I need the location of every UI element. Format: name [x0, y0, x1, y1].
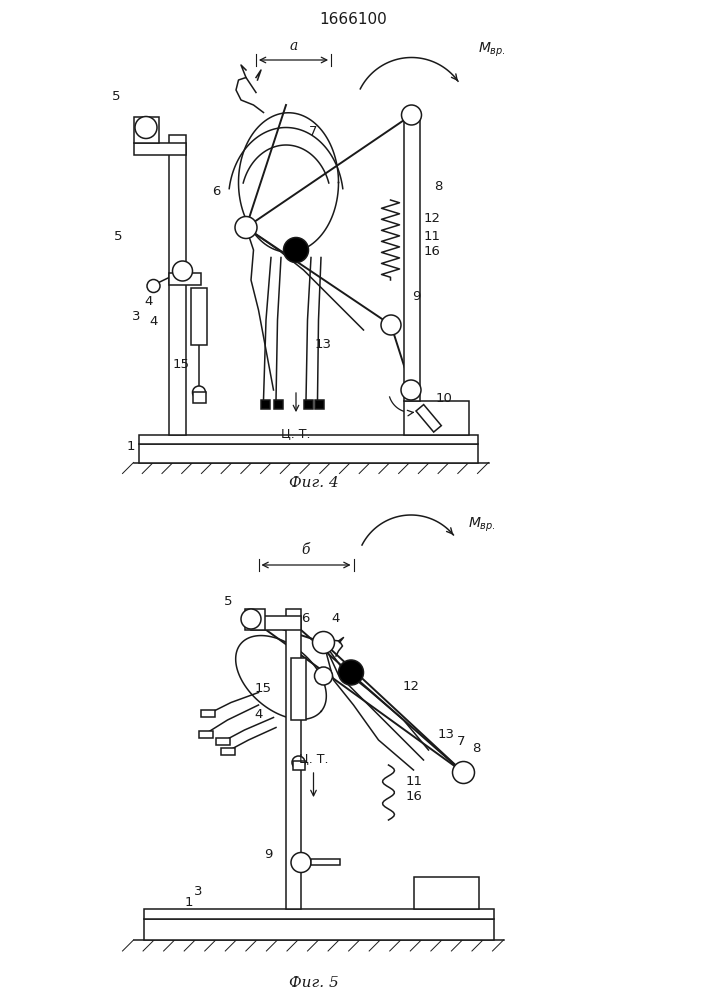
Text: Фиг. 4: Фиг. 4	[288, 476, 339, 490]
Circle shape	[401, 380, 421, 400]
Text: 4: 4	[149, 315, 158, 328]
Bar	[221, 748, 235, 755]
Circle shape	[381, 315, 401, 335]
Circle shape	[315, 667, 332, 685]
Bar	[139, 434, 479, 444]
Text: 4: 4	[255, 708, 263, 720]
Bar	[414, 876, 479, 909]
Bar	[261, 400, 270, 408]
Bar	[293, 761, 305, 770]
Circle shape	[291, 852, 311, 872]
Bar	[274, 400, 283, 408]
Text: 8: 8	[472, 742, 480, 756]
Text: 4: 4	[144, 295, 153, 308]
Text: 7: 7	[457, 735, 465, 748]
Text: 5: 5	[112, 90, 120, 103]
Text: $M_{вр.}$: $M_{вр.}$	[479, 41, 506, 59]
Bar	[245, 609, 264, 630]
Circle shape	[284, 237, 308, 262]
Bar	[416, 405, 441, 432]
Circle shape	[135, 116, 157, 138]
Circle shape	[235, 217, 257, 238]
Bar	[201, 710, 215, 717]
Text: 6: 6	[212, 185, 220, 198]
Text: 12: 12	[402, 680, 419, 693]
Bar	[144, 919, 493, 940]
Text: Ц. Т.: Ц. Т.	[299, 752, 328, 765]
Text: 11: 11	[406, 775, 423, 788]
Text: 5: 5	[224, 595, 233, 608]
Circle shape	[312, 632, 334, 654]
Bar	[291, 658, 306, 720]
Text: 9: 9	[411, 290, 420, 303]
Text: 5: 5	[115, 230, 123, 243]
Text: 1666100: 1666100	[320, 12, 387, 27]
Bar	[216, 738, 230, 745]
Text: 1: 1	[185, 896, 193, 909]
Circle shape	[402, 105, 421, 125]
Bar	[311, 858, 340, 865]
Text: Ц. Т.: Ц. Т.	[281, 428, 311, 440]
Bar	[191, 288, 207, 345]
Circle shape	[339, 660, 363, 685]
Circle shape	[452, 762, 474, 784]
Bar	[168, 272, 201, 285]
Text: 1: 1	[127, 440, 135, 453]
Bar	[192, 391, 206, 402]
Circle shape	[192, 386, 206, 399]
Bar	[404, 400, 469, 434]
Bar	[199, 731, 213, 738]
Bar	[139, 444, 479, 462]
Bar	[251, 616, 301, 630]
Text: 15: 15	[173, 358, 189, 370]
Text: 15: 15	[255, 682, 272, 696]
Text: 16: 16	[406, 790, 423, 803]
Text: $M_{вр.}$: $M_{вр.}$	[469, 516, 496, 534]
Bar	[168, 134, 186, 434]
Text: б: б	[302, 544, 310, 558]
Bar	[134, 117, 158, 142]
Text: 13: 13	[315, 338, 332, 351]
Bar	[144, 909, 493, 919]
Text: 3: 3	[132, 310, 140, 323]
Bar	[303, 400, 312, 408]
Circle shape	[173, 261, 192, 281]
Text: 9: 9	[264, 848, 273, 860]
Text: а: а	[289, 38, 298, 52]
Bar	[404, 115, 419, 400]
Bar	[315, 400, 324, 408]
Text: 7: 7	[309, 125, 317, 138]
Text: 10: 10	[436, 392, 453, 406]
Text: 8: 8	[434, 180, 443, 193]
Bar	[134, 142, 186, 155]
Text: 3: 3	[194, 885, 203, 898]
Text: 11: 11	[423, 230, 440, 243]
Circle shape	[241, 609, 261, 629]
Text: 16: 16	[423, 245, 440, 258]
Text: 4: 4	[332, 612, 340, 626]
Text: 12: 12	[423, 213, 440, 226]
Text: Фиг. 5: Фиг. 5	[288, 976, 339, 990]
Text: 13: 13	[438, 728, 455, 740]
Circle shape	[147, 279, 160, 292]
Text: 6: 6	[301, 612, 310, 626]
Bar	[286, 609, 301, 909]
Circle shape	[292, 756, 305, 769]
